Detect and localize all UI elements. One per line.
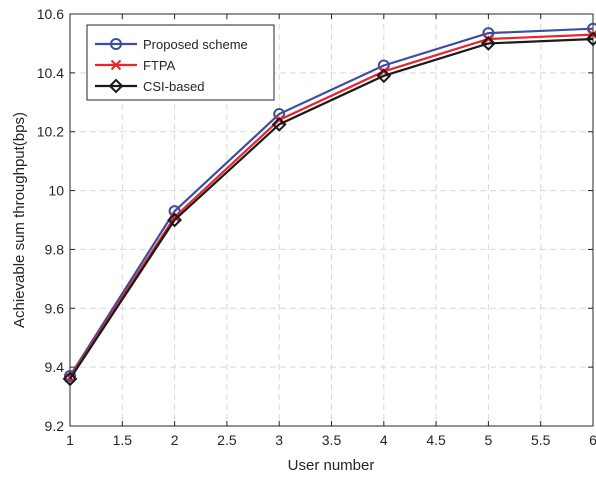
x-tick-label: 5 [485, 432, 493, 448]
y-tick-label: 10.4 [37, 65, 64, 81]
y-tick-label: 10 [48, 183, 64, 199]
y-tick-label: 9.8 [45, 241, 65, 257]
x-tick-label: 4.5 [426, 432, 446, 448]
legend: Proposed scheme FTPA CSI-based [87, 25, 274, 100]
y-tick-label: 9.2 [45, 418, 65, 434]
legend-label: CSI-based [143, 79, 204, 94]
x-tick-label: 2 [171, 432, 179, 448]
x-tick-label: 4 [380, 432, 388, 448]
y-tick-label: 9.4 [45, 359, 65, 375]
x-tick-label: 6 [589, 432, 596, 448]
x-tick-label: 1 [66, 432, 74, 448]
legend-label: Proposed scheme [143, 37, 248, 52]
x-tick-label: 3 [275, 432, 283, 448]
y-tick-label: 9.6 [45, 300, 65, 316]
x-tick-label: 1.5 [113, 432, 133, 448]
legend-label: FTPA [143, 58, 176, 73]
x-axis-label: User number [288, 457, 375, 474]
x-tick-label: 5.5 [531, 432, 551, 448]
x-tick-label: 3.5 [322, 432, 342, 448]
x-tick-label: 2.5 [217, 432, 237, 448]
y-tick-label: 10.2 [37, 124, 64, 140]
y-tick-label: 10.6 [37, 6, 64, 22]
y-axis-label: Achievable sum throughput(bps) [11, 112, 28, 328]
